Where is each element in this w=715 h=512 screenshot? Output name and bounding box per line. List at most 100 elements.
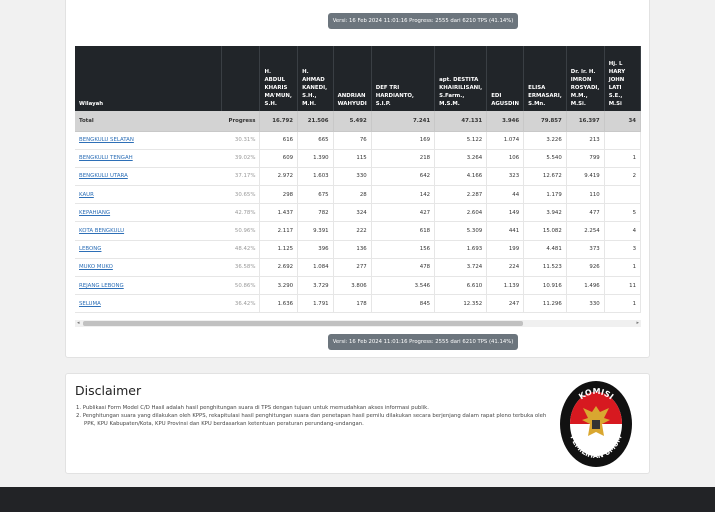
scroll-left-icon[interactable]: ◂ xyxy=(77,320,80,326)
progress-cell: 48.42% xyxy=(221,240,261,259)
vote-cell: 142 xyxy=(371,185,436,205)
vote-cell: 218 xyxy=(371,149,436,168)
scroll-right-icon[interactable]: ▸ xyxy=(636,320,639,326)
progress-cell: 42.78% xyxy=(221,203,261,223)
region-link[interactable]: BENGKULU TENGAH xyxy=(79,155,133,162)
version-badge: Versi: 16 Feb 2024 11:01:16 Progress: 25… xyxy=(328,13,518,29)
table-row: KAUR 30.65% 298 675 28 142 2.287 44 1.179 110 xyxy=(75,185,641,205)
region-link[interactable]: SELUMA xyxy=(79,300,101,307)
vote-cell: 396 xyxy=(297,240,334,259)
results-card: Versi: 16 Feb 2024 11:01:16 Progress: 25… xyxy=(65,0,650,358)
vote-cell: 323 xyxy=(486,167,525,187)
page-footer xyxy=(0,487,715,512)
table-row: LEBONG 48.42% 1.125 396 136 156 1.693 199 4.481 3… xyxy=(75,240,641,259)
vote-cell: 12.672 xyxy=(523,167,567,187)
progress-cell: 30.31% xyxy=(221,131,261,150)
vote-cell: 247 xyxy=(486,294,525,314)
vote-cell: 298 xyxy=(259,185,299,205)
column-header: apt. DESTITA KHAIRILISANI, S.Farm., M.S.… xyxy=(434,46,488,111)
vote-cell: 2.692 xyxy=(259,258,299,278)
progress-cell: 50.96% xyxy=(221,221,261,241)
vote-cell: 1.084 xyxy=(297,258,334,278)
vote-cell: 618 xyxy=(371,221,436,241)
region-link[interactable]: LEBONG xyxy=(79,246,102,253)
column-header: H. ABDUL KHARIS MA'MUN, S.H. xyxy=(259,46,299,111)
region-link[interactable]: KAUR xyxy=(79,191,94,198)
region-link[interactable]: BENGKULU SELATAN xyxy=(79,137,134,144)
column-header-wilayah: Wilayah xyxy=(75,46,223,111)
vote-cell: 324 xyxy=(333,203,372,223)
vote-cell: 5.309 xyxy=(434,221,488,241)
table-row: SELUMA 36.42% 1.636 1.791 178 845 12.352 247 11.… xyxy=(75,294,641,314)
vote-cell: 427 xyxy=(371,203,436,223)
column-header: Dr. Ir. H. IMRON ROSYADI, M.M., M.Si. xyxy=(566,46,605,111)
vote-cell: 11.523 xyxy=(523,258,567,278)
vote-cell: 609 xyxy=(259,149,299,168)
progress-cell: 50.86% xyxy=(221,276,261,296)
vote-cell: 477 xyxy=(566,203,605,223)
region-link[interactable]: KEPAHIANG xyxy=(79,209,111,216)
vote-cell: 3.226 xyxy=(523,131,567,150)
vote-cell: 1.603 xyxy=(297,167,334,187)
horizontal-scrollbar[interactable]: ◂ ▸ xyxy=(75,320,641,327)
vote-cell: 106 xyxy=(486,149,525,168)
vote-cell: 3 xyxy=(604,240,641,259)
vote-cell: 2.254 xyxy=(566,221,605,241)
vote-cell: 11.296 xyxy=(523,294,567,314)
scrollbar-thumb[interactable] xyxy=(83,321,523,326)
region-cell: BENGKULU UTARA xyxy=(75,167,222,187)
vote-cell: 15.082 xyxy=(523,221,567,241)
vote-cell: 136 xyxy=(333,240,372,259)
total-label: Total xyxy=(75,111,222,132)
table-row: MUKO MUKO 36.58% 2.692 1.084 277 478 3.724 224 1… xyxy=(75,258,641,278)
disclaimer-card: Disclaimer 1. Publikasi Form Model C/D H… xyxy=(65,373,650,474)
region-link[interactable]: BENGKULU UTARA xyxy=(79,173,128,180)
vote-cell: 12.352 xyxy=(434,294,488,314)
region-link[interactable]: KOTA BENGKULU xyxy=(79,228,125,235)
region-cell: SELUMA xyxy=(75,294,222,314)
vote-cell: 1.496 xyxy=(566,276,605,296)
total-value: 5.492 xyxy=(333,111,372,132)
vote-cell: 1.437 xyxy=(259,203,299,223)
region-cell: KAUR xyxy=(75,185,222,205)
vote-cell: 9.391 xyxy=(297,221,334,241)
vote-cell: 3.724 xyxy=(434,258,488,278)
vote-cell: 675 xyxy=(297,185,334,205)
progress-cell: 30.65% xyxy=(221,185,261,205)
progress-cell: 39.02% xyxy=(221,149,261,168)
region-cell: BENGKULU SELATAN xyxy=(75,131,222,150)
vote-cell: 110 xyxy=(566,185,605,205)
table-row: BENGKULU SELATAN 30.31% 616 665 76 169 5.122 1.… xyxy=(75,131,641,150)
total-value: 7.241 xyxy=(371,111,436,132)
region-cell: BENGKULU TENGAH xyxy=(75,149,222,168)
vote-cell: 330 xyxy=(566,294,605,314)
vote-cell: 1.390 xyxy=(297,149,334,168)
disclaimer-title: Disclaimer xyxy=(75,383,142,398)
vote-cell: 3.729 xyxy=(297,276,334,296)
disclaimer-list: 1. Publikasi Form Model C/D Hasil adalah… xyxy=(76,404,551,428)
vote-cell: 115 xyxy=(333,149,372,168)
vote-cell: 1.179 xyxy=(523,185,567,205)
table-row: REJANG LEBONG 50.86% 3.290 3.729 3.806 3.546 6… xyxy=(75,276,641,296)
table-row: BENGKULU UTARA 37.17% 2.972 1.603 330 642 4.16… xyxy=(75,167,641,187)
total-value: 3.946 xyxy=(486,111,525,132)
region-cell: MUKO MUKO xyxy=(75,258,222,278)
vote-cell: 4.166 xyxy=(434,167,488,187)
vote-cell: 799 xyxy=(566,149,605,168)
vote-cell: 4 xyxy=(604,221,641,241)
vote-cell: 3.264 xyxy=(434,149,488,168)
total-value: 16.792 xyxy=(259,111,299,132)
region-link[interactable]: MUKO MUKO xyxy=(79,264,113,271)
vote-cell xyxy=(604,131,641,150)
table-row: KOTA BENGKULU 50.96% 2.117 9.391 222 618 5.309… xyxy=(75,221,641,241)
vote-cell: 4.481 xyxy=(523,240,567,259)
region-link[interactable]: REJANG LEBONG xyxy=(79,282,124,289)
column-header: H. AHMAD KANEDI, S.H., M.H. xyxy=(297,46,334,111)
vote-cell: 2.287 xyxy=(434,185,488,205)
vote-cell: 1.139 xyxy=(486,276,525,296)
vote-cell: 178 xyxy=(333,294,372,314)
column-header: Hj. L HARY JOHN LATI S.E., M.Si xyxy=(604,46,641,111)
vote-cell: 1 xyxy=(604,149,641,168)
total-progress-label: Progress xyxy=(221,111,261,132)
vote-cell: 926 xyxy=(566,258,605,278)
